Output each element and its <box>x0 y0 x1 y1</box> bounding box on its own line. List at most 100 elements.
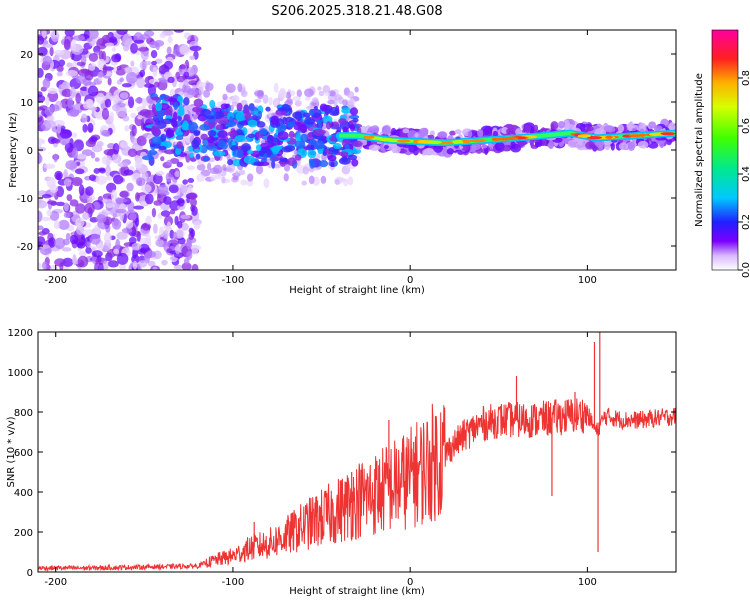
spectrogram-cell <box>102 64 108 76</box>
spectrogram-cell <box>61 247 72 252</box>
spectrogram-cell <box>454 129 462 135</box>
spectrogram-cell <box>246 179 254 187</box>
spectrogram-cell <box>59 129 72 139</box>
spectrogram-cell <box>209 99 216 109</box>
spectrogram-cell <box>107 260 119 268</box>
snr-frame <box>37 331 677 573</box>
spectrogram-cell <box>119 77 125 83</box>
spectrogram-cell <box>166 221 172 232</box>
spectrogram-cell <box>162 229 169 239</box>
spectrogram-cell <box>187 185 193 195</box>
spectrogram-cell <box>177 114 182 122</box>
spectrogram-cell <box>122 33 133 46</box>
spectrogram-cell <box>167 36 173 44</box>
spectrogram-cell <box>38 231 47 236</box>
spectrogram-cell <box>207 129 217 137</box>
spectrogram-cell <box>119 92 129 99</box>
spectrogram-cell <box>176 161 184 168</box>
spectrogram-cell <box>332 142 342 150</box>
spectrogram-cell <box>39 244 51 249</box>
spectrogram-cell <box>38 46 48 57</box>
spectrogram-cell <box>117 162 129 168</box>
spectrogram-cell <box>86 98 94 109</box>
spectrogram-cell <box>346 91 355 99</box>
spectrogram-cell <box>179 44 190 56</box>
spectrogram-cell <box>175 135 184 141</box>
spectrogram-cell <box>187 177 195 184</box>
spectrogram-cell <box>189 55 196 61</box>
spectrogram-cell <box>146 177 151 186</box>
spectrogram-cell <box>515 128 523 137</box>
spectrogram-cell <box>74 168 85 175</box>
spectrogram-cell <box>127 148 138 158</box>
spectrogram-cell <box>103 232 112 244</box>
spectrogram-cell <box>284 145 296 152</box>
spectrogram-cell <box>172 231 178 240</box>
spectrogram-cell <box>83 30 91 40</box>
spectrogram-cell <box>290 90 296 97</box>
spectrogram-cell <box>255 144 262 152</box>
colorbar-ticks: 0.0 0.2 0.4 0.6 0.8 <box>738 70 750 278</box>
spectrogram-cell <box>265 106 271 112</box>
spectrogram-cell <box>87 64 96 71</box>
spectrogram-cell <box>176 141 183 149</box>
spectrogram-cell <box>78 250 87 257</box>
spectrogram-cell <box>270 115 280 126</box>
spectrogram-cell <box>84 202 95 215</box>
spectrogram-cell <box>38 114 44 126</box>
spectrogram-cell <box>320 175 327 184</box>
spectrogram-cell <box>199 81 207 88</box>
spectrogram-cell <box>144 193 154 205</box>
spectrogram-cell <box>104 42 115 47</box>
spectrogram-cell <box>325 121 332 130</box>
spectrogram-cell <box>222 93 228 101</box>
spectrogram-cell <box>151 96 160 101</box>
spectrogram-cell <box>175 147 182 155</box>
figure-title: S206.2025.318.21.48.G08 <box>271 4 442 19</box>
spectrogram-cell <box>151 103 157 113</box>
spectrogram-cell <box>177 197 185 207</box>
spectrogram-cell <box>54 258 66 267</box>
spectrogram-cell <box>283 163 291 172</box>
spectrogram-cell <box>105 165 112 177</box>
spectrogram-cell <box>328 106 340 116</box>
spectrogram-cell <box>140 200 147 207</box>
colorbar-gradient <box>711 29 739 271</box>
snr-ytick-label: 200 <box>14 528 33 539</box>
spectrogram-cell <box>111 104 121 112</box>
spectrogram-cell <box>349 123 356 132</box>
spectrogram-cell <box>668 122 676 132</box>
spectrogram-cell <box>173 102 178 111</box>
spectrogram-hot-cell <box>461 139 471 144</box>
spectrogram-cell <box>38 225 44 231</box>
spectrogram-cell <box>449 130 456 136</box>
spectrogram-cell <box>183 97 190 106</box>
spectrogram-cell <box>72 132 78 138</box>
spectrogram-cell <box>183 71 190 78</box>
spectrogram-cell <box>77 255 89 268</box>
spectrogram-cell <box>533 124 539 131</box>
spectrogram-cell <box>308 175 315 185</box>
spectrogram-cell <box>155 238 164 247</box>
spectrogram-hot-cell <box>417 140 429 144</box>
spectrogram-cell <box>177 237 186 245</box>
spectrogram-cell <box>182 120 189 130</box>
spectrogram-cell <box>65 232 71 241</box>
spectrogram-cell <box>82 212 90 220</box>
spectrogram-cell <box>145 233 151 244</box>
spectrogram-cell <box>259 128 268 135</box>
spectrogram-cell <box>228 116 234 125</box>
colorbar-label: Normalized spectral amplitude <box>694 73 705 227</box>
spectrogram-cell <box>97 71 104 78</box>
spectrogram-cell <box>89 136 98 143</box>
spectrogram-cell <box>86 241 91 249</box>
spectrogram-cell <box>150 125 159 135</box>
snr-ytick-label: 1200 <box>8 328 33 339</box>
spectrogram-cell <box>101 198 113 204</box>
spectrogram-cell <box>38 106 44 111</box>
spectrogram-cell <box>295 132 302 141</box>
spectrogram-cell <box>352 117 359 123</box>
spectrogram-cell <box>152 223 158 234</box>
spectrogram-cell <box>165 172 173 183</box>
spectrogram-cell <box>277 107 287 112</box>
